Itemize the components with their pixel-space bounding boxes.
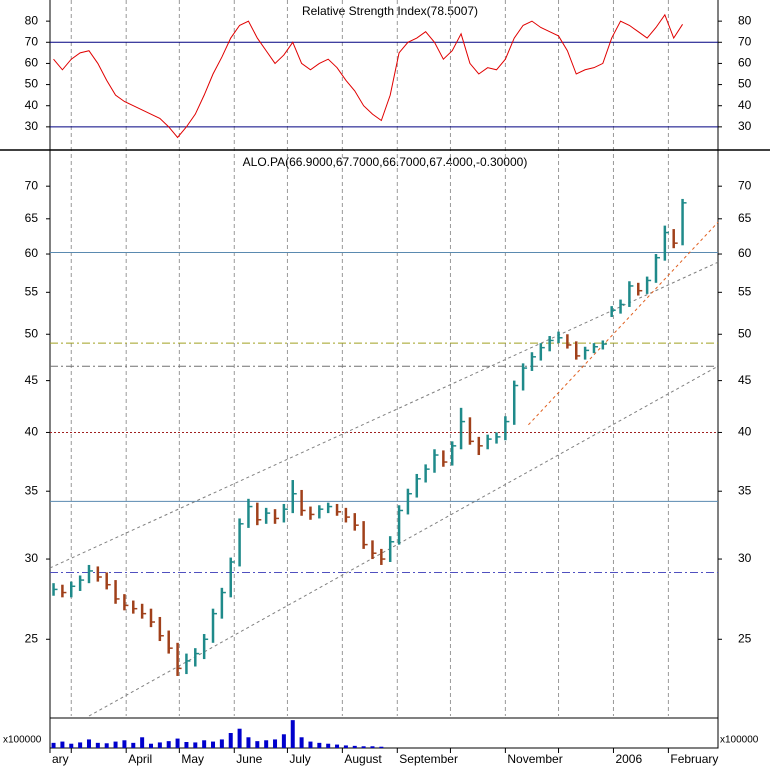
y-tick-label: 50 bbox=[738, 326, 752, 340]
y-tick-label: 70 bbox=[25, 34, 39, 48]
volume-bar bbox=[51, 742, 56, 748]
volume-bar bbox=[113, 741, 118, 748]
y-tick-label: 40 bbox=[738, 425, 752, 439]
y-tick-label: 45 bbox=[738, 373, 752, 387]
volume-bar bbox=[335, 744, 340, 748]
volume-bar bbox=[202, 740, 207, 748]
volume-frame bbox=[49, 717, 719, 749]
x-tick-label: May bbox=[181, 752, 204, 766]
x-tick-label: November bbox=[507, 752, 562, 766]
y-tick-label: 25 bbox=[25, 631, 39, 645]
volume-bar bbox=[175, 738, 180, 748]
y-tick-label: 40 bbox=[25, 425, 39, 439]
y-tick-label: 80 bbox=[25, 13, 39, 27]
volume-bar bbox=[237, 728, 242, 748]
volume-unit: x100000 bbox=[720, 735, 759, 746]
volume-bar bbox=[131, 742, 136, 748]
y-tick-label: 30 bbox=[738, 119, 752, 133]
volume-bar bbox=[361, 746, 366, 748]
y-tick-label: 25 bbox=[738, 631, 752, 645]
volume-bar bbox=[246, 737, 251, 748]
y-tick-label: 65 bbox=[738, 211, 752, 225]
y-tick-label: 30 bbox=[25, 551, 39, 565]
volume-bar bbox=[69, 743, 74, 748]
volume-bar bbox=[166, 741, 171, 748]
volume-bar bbox=[193, 742, 198, 748]
volume-bar bbox=[140, 737, 145, 748]
volume-bar bbox=[86, 739, 91, 748]
y-tick-label: 50 bbox=[25, 77, 39, 91]
trend-line bbox=[528, 221, 719, 426]
x-tick-label: ary bbox=[52, 752, 69, 766]
volume-bar bbox=[281, 734, 286, 748]
volume-unit: x100000 bbox=[3, 735, 42, 746]
rsi-line bbox=[53, 13, 683, 139]
y-tick-label: 65 bbox=[25, 211, 39, 225]
y-tick-label: 55 bbox=[25, 284, 39, 298]
y-tick-label: 70 bbox=[25, 178, 39, 192]
y-tick-label: 55 bbox=[738, 284, 752, 298]
y-tick-label: 40 bbox=[25, 98, 39, 112]
volume-bar bbox=[228, 733, 233, 748]
y-tick-label: 35 bbox=[25, 483, 39, 497]
y-tick-label: 30 bbox=[738, 551, 752, 565]
y-tick-label: 60 bbox=[25, 56, 39, 70]
x-tick-label: July bbox=[289, 752, 310, 766]
volume-bar bbox=[219, 739, 224, 748]
volume-bar bbox=[211, 741, 216, 748]
x-tick-label: September bbox=[399, 752, 458, 766]
volume-bar bbox=[273, 739, 278, 748]
volume-bar bbox=[255, 741, 260, 748]
y-tick-label: 50 bbox=[25, 326, 39, 340]
trend-line bbox=[88, 365, 719, 717]
volume-bar bbox=[343, 745, 348, 748]
volume-bar bbox=[60, 741, 65, 748]
y-tick-label: 60 bbox=[738, 56, 752, 70]
volume-bar bbox=[308, 741, 313, 748]
y-tick-label: 35 bbox=[738, 483, 752, 497]
volume-bar bbox=[148, 743, 153, 748]
x-tick-label: 2006 bbox=[615, 752, 642, 766]
volume-bar bbox=[122, 740, 127, 748]
trend-line bbox=[49, 261, 719, 569]
y-tick-label: 70 bbox=[738, 34, 752, 48]
x-tick-label: August bbox=[344, 752, 382, 766]
volume-bar bbox=[317, 742, 322, 748]
y-tick-label: 60 bbox=[25, 246, 39, 260]
y-tick-label: 80 bbox=[738, 13, 752, 27]
rsi-title: Relative Strength Index(78.5007) bbox=[302, 4, 478, 18]
x-tick-label: June bbox=[236, 752, 262, 766]
volume-bar bbox=[264, 740, 269, 748]
y-tick-label: 40 bbox=[738, 98, 752, 112]
y-tick-label: 60 bbox=[738, 246, 752, 260]
volume-bar bbox=[352, 745, 357, 748]
volume-bar bbox=[104, 743, 109, 748]
volume-bar bbox=[290, 720, 295, 748]
volume-bar bbox=[157, 742, 162, 748]
volume-bar bbox=[95, 742, 100, 748]
x-tick-label: February bbox=[670, 752, 718, 766]
y-tick-label: 50 bbox=[738, 77, 752, 91]
x-tick-label: April bbox=[128, 752, 152, 766]
volume-bar bbox=[370, 746, 375, 748]
volume-bar bbox=[299, 737, 304, 748]
y-tick-label: 70 bbox=[738, 178, 752, 192]
volume-bar bbox=[78, 742, 83, 748]
y-tick-label: 30 bbox=[25, 119, 39, 133]
volume-bar bbox=[326, 743, 331, 748]
volume-bar bbox=[184, 742, 189, 748]
price-title: ALO.PA(66.9000,67.7000,66.7000,67.4000,-… bbox=[243, 155, 528, 169]
y-tick-label: 45 bbox=[25, 373, 39, 387]
volume-bar bbox=[379, 746, 384, 748]
